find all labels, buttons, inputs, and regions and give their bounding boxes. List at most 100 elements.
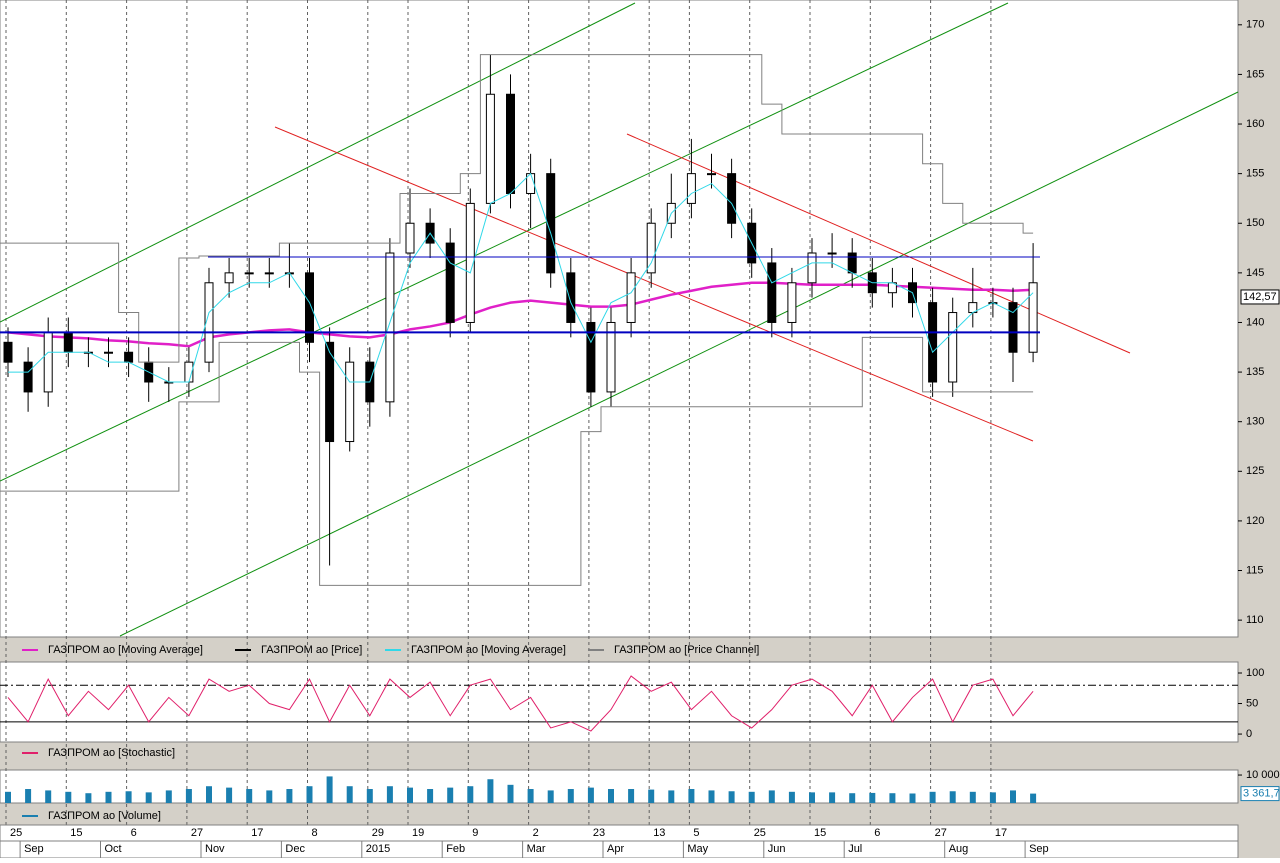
candle-body [827, 252, 837, 255]
date-label: 2 [533, 827, 539, 839]
candle-body [325, 341, 335, 443]
date-label: 23 [593, 827, 605, 839]
volume-bar [1010, 790, 1016, 803]
month-label: Sep [24, 843, 44, 855]
date-label: 17 [251, 827, 263, 839]
y-tick-label: 100 [1246, 667, 1264, 679]
volume-bar [989, 792, 996, 803]
volume-bar [467, 786, 474, 803]
month-label: Jul [848, 843, 862, 855]
price-channel [0, 54, 1034, 363]
candle-body [928, 302, 938, 383]
candle-body [1008, 302, 1018, 353]
month-label: Jun [768, 843, 786, 855]
candle-body [405, 222, 415, 254]
date-label: 6 [131, 827, 137, 839]
volume-bar [125, 791, 132, 803]
volume-bar [65, 791, 72, 803]
volume-bar [507, 784, 514, 803]
volume-bar [226, 787, 233, 803]
candle-body [727, 173, 737, 224]
volume-bar [909, 793, 916, 803]
trend-lines [0, 2, 1239, 637]
y-tick-label: 135 [1246, 366, 1264, 378]
volume-bar [527, 789, 534, 803]
volume-bar [728, 791, 735, 803]
y-tick-label: 155 [1246, 168, 1264, 180]
legend-label: ГАЗПРОМ ао [Moving Average] [411, 644, 566, 656]
candle-body [847, 252, 857, 274]
volume-bar [487, 779, 494, 803]
y-tick-label: 160 [1246, 118, 1264, 130]
candle-body [104, 351, 113, 354]
volume-bar [185, 789, 192, 803]
volume-bar [969, 791, 976, 803]
candle-body [686, 173, 696, 204]
y-tick-label: 145 [1246, 267, 1264, 279]
month-label: Oct [105, 843, 122, 855]
volume-bar [246, 789, 253, 803]
last-volume-box [1240, 786, 1280, 802]
volume-bar [949, 791, 956, 803]
volume-bar [929, 791, 936, 803]
trend-line [119, 91, 1239, 637]
date-label: 17 [995, 827, 1007, 839]
volume-bar [105, 791, 112, 803]
date-label: 13 [653, 827, 665, 839]
volume-bar [668, 790, 675, 803]
date-label: 29 [372, 827, 384, 839]
legend-label: ГАЗПРОМ ао [Price] [261, 644, 362, 656]
y-tick-label: 50 [1246, 697, 1258, 709]
last-volume-label: 3 361,7 [1243, 788, 1280, 800]
volume-bar [5, 791, 11, 803]
volume-bar [206, 786, 212, 803]
legend-label: ГАЗПРОМ ао [Price Channel] [614, 644, 759, 656]
volume-bar [85, 793, 92, 803]
volume-bar [447, 787, 454, 803]
indicator-line [8, 172, 1034, 383]
legend-label: ГАЗПРОМ ао [Moving Average] [48, 644, 203, 656]
volume-bar [587, 787, 594, 803]
candle-body [224, 272, 234, 284]
candle-body [646, 222, 656, 274]
date-label: 27 [935, 827, 947, 839]
y-tick-label: 10 000 [1246, 769, 1280, 781]
y-tick-label: 150 [1246, 217, 1264, 229]
y-tick-label: 120 [1246, 515, 1264, 527]
last-price-box [1240, 289, 1280, 305]
candle-body [626, 272, 636, 323]
legend-label: ГАЗПРОМ ао [Volume] [48, 810, 161, 822]
candle-body [63, 331, 73, 353]
month-label: 2015 [366, 843, 390, 855]
trend-line [626, 133, 1131, 354]
candle-body [305, 272, 314, 343]
volume-bar [1030, 793, 1037, 803]
volume-bar [628, 789, 635, 803]
date-label: 25 [10, 827, 22, 839]
y-tick-label: 0 [1246, 728, 1252, 740]
candle-body [204, 282, 214, 363]
volume-bar [869, 792, 876, 803]
candle-body [948, 312, 958, 383]
volume-bar [768, 790, 775, 803]
volume-bar [788, 791, 795, 803]
volume-bar [366, 789, 373, 803]
date-label: 6 [874, 827, 880, 839]
volume-bar [45, 790, 52, 803]
indicator-line [7, 675, 1034, 732]
volume-bar [346, 786, 353, 803]
last-price-label: 142,57 [1243, 291, 1277, 303]
candle-body [43, 331, 53, 393]
candle-body [345, 361, 355, 443]
stochastic-panel [0, 661, 1239, 743]
date-label: 25 [754, 827, 766, 839]
month-label: Dec [285, 843, 305, 855]
candle-body [586, 321, 596, 393]
candle-body [506, 93, 515, 194]
date-label: 19 [412, 827, 424, 839]
volume-bar [427, 789, 434, 803]
volume-bar [829, 792, 836, 803]
candle-body [707, 173, 716, 176]
y-tick-label: 170 [1246, 19, 1264, 31]
volume-panel [0, 769, 1239, 804]
